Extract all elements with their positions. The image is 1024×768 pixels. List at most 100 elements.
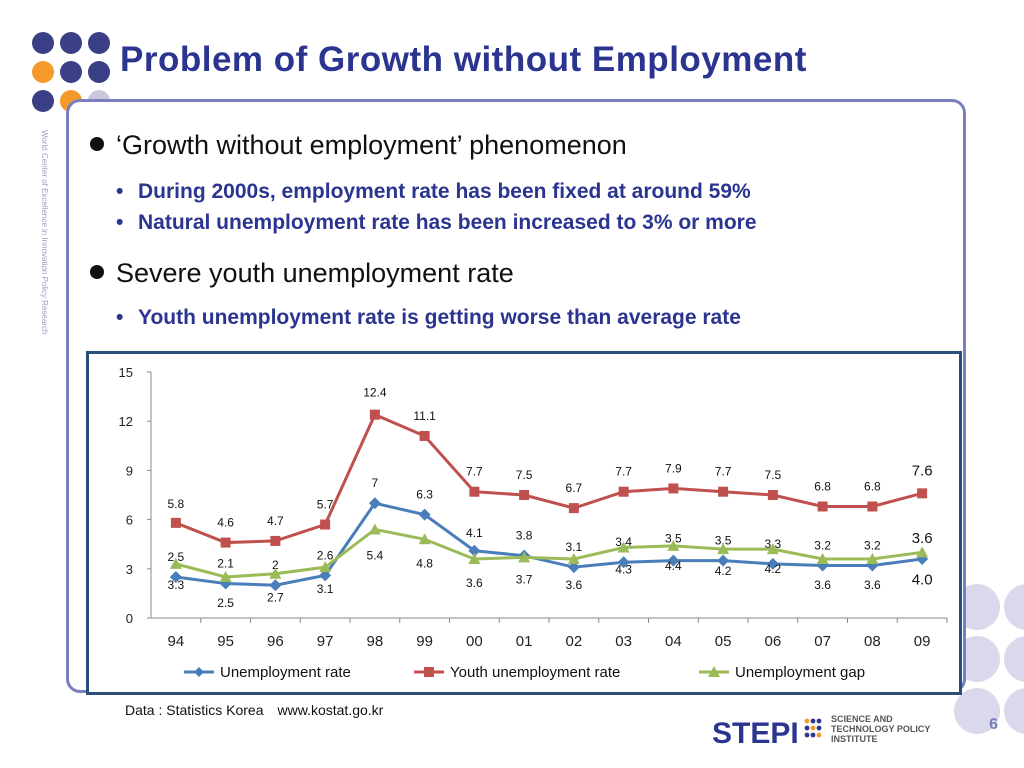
data-label: 6.7 xyxy=(566,481,583,495)
data-point-triangle xyxy=(169,557,182,569)
source-url: www.kostat.go.kr xyxy=(277,702,384,718)
sub-bullet: • Youth unemployment rate is getting wors… xyxy=(116,306,741,330)
data-point-triangle xyxy=(219,571,232,582)
data-label: 3.5 xyxy=(715,534,732,548)
data-label: 2.5 xyxy=(168,550,185,564)
data-label: 3.2 xyxy=(814,539,831,553)
data-point-diamond xyxy=(269,579,282,592)
legend-label: Unemployment rate xyxy=(220,664,351,681)
sub-bullet: • Natural unemployment rate has been incr… xyxy=(116,211,757,235)
x-tick-label: 03 xyxy=(615,633,632,650)
sub-bullet-text: Youth unemployment rate is getting worse… xyxy=(138,306,741,329)
data-label: 7.6 xyxy=(912,462,933,479)
data-point-triangle xyxy=(319,561,332,573)
x-tick-label: 01 xyxy=(516,633,533,650)
data-label: 5.8 xyxy=(168,497,185,511)
y-tick-label: 12 xyxy=(119,414,133,429)
x-tick-label: 99 xyxy=(416,633,433,650)
data-point-triangle xyxy=(766,543,779,555)
data-point-square xyxy=(568,503,579,514)
x-tick-label: 98 xyxy=(367,633,384,650)
series-line-1 xyxy=(175,412,923,545)
dot xyxy=(88,32,110,54)
bullet-dot xyxy=(90,136,104,151)
data-point-diamond xyxy=(468,544,481,557)
data-point-square xyxy=(170,517,181,528)
logo-line: TECHNOLOGY POLICY xyxy=(831,724,930,734)
data-label: 2 xyxy=(272,558,279,572)
data-point-square xyxy=(817,501,828,512)
legend-marker xyxy=(194,667,204,677)
data-point-triangle xyxy=(269,567,282,579)
source-label: Data : Statistics Korea xyxy=(125,702,264,718)
x-tick-label: 07 xyxy=(814,633,831,650)
data-label: 7.7 xyxy=(466,465,483,479)
data-label: 7 xyxy=(372,476,379,490)
data-point-square xyxy=(320,519,331,530)
logo-dot-grid xyxy=(804,718,822,738)
data-label: 11.1 xyxy=(413,409,436,423)
data-label: 6.8 xyxy=(814,479,831,493)
data-point-square xyxy=(618,486,629,497)
data-point-triangle xyxy=(667,539,680,551)
data-point-square xyxy=(419,430,430,441)
data-label: 4.8 xyxy=(416,556,433,570)
deco-circle xyxy=(1004,636,1024,682)
y-tick-label: 0 xyxy=(126,611,133,626)
data-label: 6.3 xyxy=(416,488,433,502)
legend-marker xyxy=(424,667,434,677)
data-label: 3.7 xyxy=(516,572,533,586)
logo-line: SCIENCE AND xyxy=(831,714,893,724)
x-tick-label: 09 xyxy=(914,633,931,650)
data-point-diamond xyxy=(617,556,630,569)
data-point-triangle xyxy=(717,543,730,555)
series-line-0 xyxy=(175,501,923,587)
data-point-triangle xyxy=(518,551,531,563)
y-tick-label: 15 xyxy=(119,365,133,380)
data-label: 4.0 xyxy=(912,571,933,588)
sub-bullet-text: During 2000s, employment rate has been f… xyxy=(138,180,751,203)
bullet-youth: Severe youth unemployment rate xyxy=(90,258,514,289)
data-label: 4.4 xyxy=(665,559,682,573)
data-label: 3.6 xyxy=(814,578,831,592)
source-note: Data : Statistics Korea www.kostat.go.kr xyxy=(125,702,397,718)
dot xyxy=(32,61,54,83)
x-tick-label: 04 xyxy=(665,633,682,650)
data-point-triangle xyxy=(418,533,431,545)
x-tick-label: 02 xyxy=(566,633,583,650)
data-label: 2.5 xyxy=(217,596,234,610)
data-point-diamond xyxy=(319,569,332,582)
x-tick-label: 05 xyxy=(715,633,732,650)
dot xyxy=(60,32,82,54)
x-tick-label: 95 xyxy=(217,633,234,650)
dot xyxy=(32,90,54,112)
data-label: 4.1 xyxy=(466,526,483,540)
data-point-diamond xyxy=(766,557,779,570)
data-label: 7.5 xyxy=(765,468,782,482)
data-point-diamond xyxy=(667,554,680,567)
page-number: 6 xyxy=(989,716,998,733)
data-label: 3.8 xyxy=(516,529,533,543)
logo-line: INSTITUTE xyxy=(831,734,878,744)
sub-bullet-mark: • xyxy=(116,180,124,203)
data-label: 7.7 xyxy=(715,465,732,479)
data-point-diamond xyxy=(169,571,182,583)
legend-marker xyxy=(708,666,720,677)
deco-circle xyxy=(1004,688,1024,734)
data-label: 2.1 xyxy=(217,557,234,571)
y-tick-label: 6 xyxy=(126,513,133,528)
data-point-square xyxy=(220,537,231,548)
dot xyxy=(32,32,54,54)
sub-bullet-text: Natural unemployment rate has been incre… xyxy=(138,211,757,234)
data-point-square xyxy=(767,490,778,500)
x-tick-label: 97 xyxy=(317,633,334,650)
sub-bullet-mark: • xyxy=(116,211,124,234)
dot xyxy=(88,61,110,83)
legend-label: Youth unemployment rate xyxy=(450,664,620,681)
data-point-diamond xyxy=(418,508,431,521)
y-tick-label: 3 xyxy=(126,562,133,577)
data-label: 3.5 xyxy=(665,532,682,546)
data-point-triangle xyxy=(368,523,381,535)
data-label: 4.3 xyxy=(615,562,632,576)
